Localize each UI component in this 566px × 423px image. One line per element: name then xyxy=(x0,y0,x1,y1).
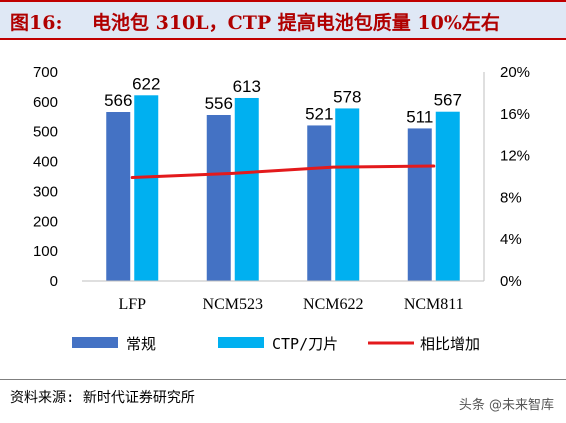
left-tick-label: 600 xyxy=(33,94,58,111)
right-tick-label: 20% xyxy=(500,64,530,81)
bar-data-label: 613 xyxy=(233,77,261,96)
bar xyxy=(106,112,131,281)
left-tick-label: 300 xyxy=(33,183,58,200)
category-label: NCM622 xyxy=(303,296,363,313)
left-tick-label: 100 xyxy=(33,243,58,260)
category-label: NCM811 xyxy=(404,296,464,313)
bar-data-label: 622 xyxy=(132,74,160,93)
legend-label: 常规 xyxy=(126,335,156,353)
figure-header: 图16: 电池包 310L，CTP 提高电池包质量 10%左右 xyxy=(0,0,566,40)
bar xyxy=(307,125,332,282)
legend-label: CTP/刀片 xyxy=(272,335,338,353)
watermark: 头条 @未来智库 xyxy=(458,398,554,413)
bar xyxy=(134,95,159,281)
bar-data-label: 566 xyxy=(104,91,132,110)
bar-data-label: 578 xyxy=(333,87,361,106)
bar xyxy=(407,128,432,281)
bar xyxy=(335,108,360,281)
bar xyxy=(234,97,259,282)
left-tick-label: 200 xyxy=(33,213,58,230)
right-tick-label: 12% xyxy=(500,148,530,165)
source-note: 资料来源: 新时代证券研究所 xyxy=(10,390,195,406)
left-tick-label: 700 xyxy=(33,64,58,81)
bar-data-label: 567 xyxy=(434,91,462,110)
line-series xyxy=(130,164,436,180)
right-tick-label: 0% xyxy=(500,273,522,290)
bar xyxy=(435,111,460,282)
left-tick-label: 0 xyxy=(50,273,58,290)
right-tick-label: 4% xyxy=(500,231,522,248)
source-divider xyxy=(0,379,566,380)
right-tick-label: 16% xyxy=(500,106,530,123)
category-label: NCM523 xyxy=(203,296,263,313)
bar-data-label: 511 xyxy=(406,107,433,126)
legend-label: 相比增加 xyxy=(420,335,480,353)
legend-swatch xyxy=(72,337,118,348)
right-axis: 0% 4% 8% 12% 16% 20% xyxy=(483,64,530,290)
left-tick-label: 400 xyxy=(33,154,58,171)
left-tick-label: 500 xyxy=(33,124,58,141)
figure-label: 图16: xyxy=(10,12,63,34)
bar-data-label: 521 xyxy=(305,104,333,123)
category-axis: LFP NCM523 NCM622 NCM811 xyxy=(82,280,484,313)
legend-swatch xyxy=(218,337,264,348)
legend: 常规 CTP/刀片 相比增加 xyxy=(72,335,480,353)
bar-data-label: 556 xyxy=(205,94,233,113)
figure-title: 电池包 310L，CTP 提高电池包质量 10%左右 xyxy=(92,12,500,34)
bar xyxy=(206,114,231,281)
category-label: LFP xyxy=(118,296,146,313)
left-axis: 0 100 200 300 400 500 600 700 xyxy=(33,64,58,290)
right-tick-label: 8% xyxy=(500,189,522,206)
